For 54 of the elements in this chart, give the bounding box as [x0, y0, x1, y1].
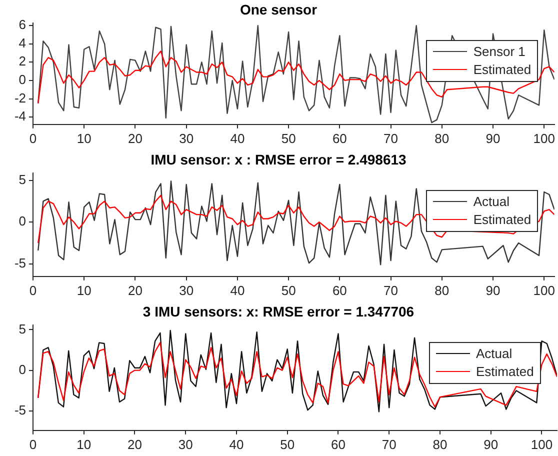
legend-label: Estimated	[473, 210, 532, 229]
y-tick-label: -2	[14, 90, 26, 106]
x-tick-label: 100	[533, 130, 555, 146]
x-tick-label: 80	[432, 436, 448, 452]
x-tick-label: 70	[384, 130, 398, 146]
y-tick-label: 5	[18, 172, 26, 187]
x-tick-label: 50	[281, 130, 296, 146]
x-tick-label: 30	[178, 436, 193, 452]
x-tick-label: 40	[229, 436, 244, 452]
x-tick-label: 80	[434, 130, 450, 146]
y-tick-label: 4	[18, 35, 26, 50]
x-tick-label: 20	[128, 436, 142, 452]
x-tick-label: 10	[76, 130, 92, 146]
legend-label: Actual	[476, 344, 512, 363]
x-tick-label: 20	[128, 130, 142, 146]
y-tick-label: -5	[14, 255, 26, 270]
chart-title: 3 IMU sensors: x: RMSE error = 1.347706	[142, 303, 414, 320]
y-tick-label: 2	[18, 54, 26, 69]
x-tick-label: 0	[29, 282, 37, 298]
x-tick-label: 60	[331, 436, 346, 452]
chart-title: IMU sensor: x : RMSE error = 2.498613	[150, 151, 407, 168]
x-tick-label: 20	[128, 282, 142, 298]
legend-label: Sensor 1	[473, 42, 526, 61]
x-tick-label: 0	[29, 130, 37, 146]
y-tick-label: 0	[18, 214, 26, 229]
x-tick-label: 50	[281, 282, 296, 298]
x-tick-label: 30	[179, 130, 194, 146]
y-tick-label: 5	[18, 321, 26, 336]
x-tick-label: 80	[434, 282, 450, 298]
y-tick-label: 6	[18, 17, 26, 32]
x-tick-label: 0	[29, 436, 37, 452]
legend-label: Estimated	[476, 362, 534, 381]
x-tick-label: 90	[486, 282, 500, 298]
x-tick-label: 50	[280, 436, 295, 452]
x-tick-label: 70	[382, 436, 396, 452]
y-tick-label: -5	[14, 402, 26, 418]
y-tick-label: 0	[18, 72, 26, 88]
x-tick-label: 10	[76, 436, 92, 452]
x-tick-label: 100	[533, 282, 555, 298]
x-tick-label: 90	[486, 130, 500, 146]
x-tick-label: 60	[332, 130, 347, 146]
x-tick-label: 60	[332, 282, 347, 298]
chart-title: One sensor	[240, 1, 318, 18]
y-tick-label: -4	[14, 108, 26, 124]
x-tick-label: 40	[230, 282, 245, 298]
x-tick-label: 100	[530, 436, 553, 452]
x-tick-label: 10	[76, 282, 92, 298]
legend-label: Estimated	[473, 60, 532, 79]
x-tick-label: 40	[230, 130, 245, 146]
legend-label: Actual	[473, 192, 510, 211]
x-tick-label: 90	[484, 436, 498, 452]
x-tick-label: 70	[384, 282, 398, 298]
x-tick-label: 30	[179, 282, 194, 298]
y-tick-label: 0	[18, 362, 26, 377]
